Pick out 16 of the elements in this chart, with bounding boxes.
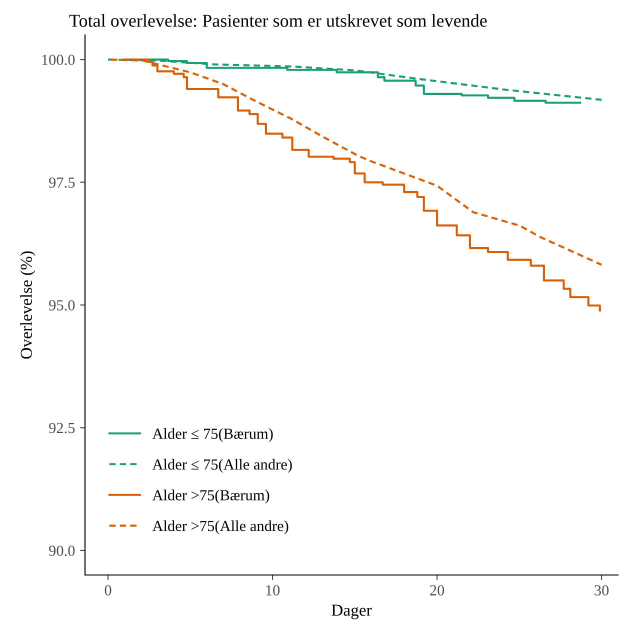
legend-label: Alder >75(Bærum) — [152, 490, 270, 504]
legend-label: Alder >75(Alle andre) — [152, 520, 288, 534]
chart-title: Total overlevelse: Pasienter som er utskrevet som levende — [69, 14, 487, 27]
x-axis-title: Dager — [332, 604, 372, 620]
x-tick-label: 20 — [430, 585, 444, 596]
x-tick-label: 0 — [104, 585, 112, 596]
y-tick-label: 92.5 — [49, 422, 75, 434]
x-tick-label: 10 — [266, 585, 280, 596]
legend-label: Alder ≤ 75(Bærum) — [152, 428, 273, 442]
x-tick-label: 30 — [594, 585, 609, 596]
y-tick-label: 95.0 — [49, 300, 75, 311]
y-tick-label: 100.0 — [42, 54, 75, 66]
y-axis-title: Overlevelse (%) — [20, 251, 36, 359]
legend-label: Alder ≤ 75(Alle andre) — [152, 458, 292, 473]
y-tick-label: 97.5 — [49, 177, 75, 188]
y-tick-label: 90.0 — [49, 546, 75, 556]
